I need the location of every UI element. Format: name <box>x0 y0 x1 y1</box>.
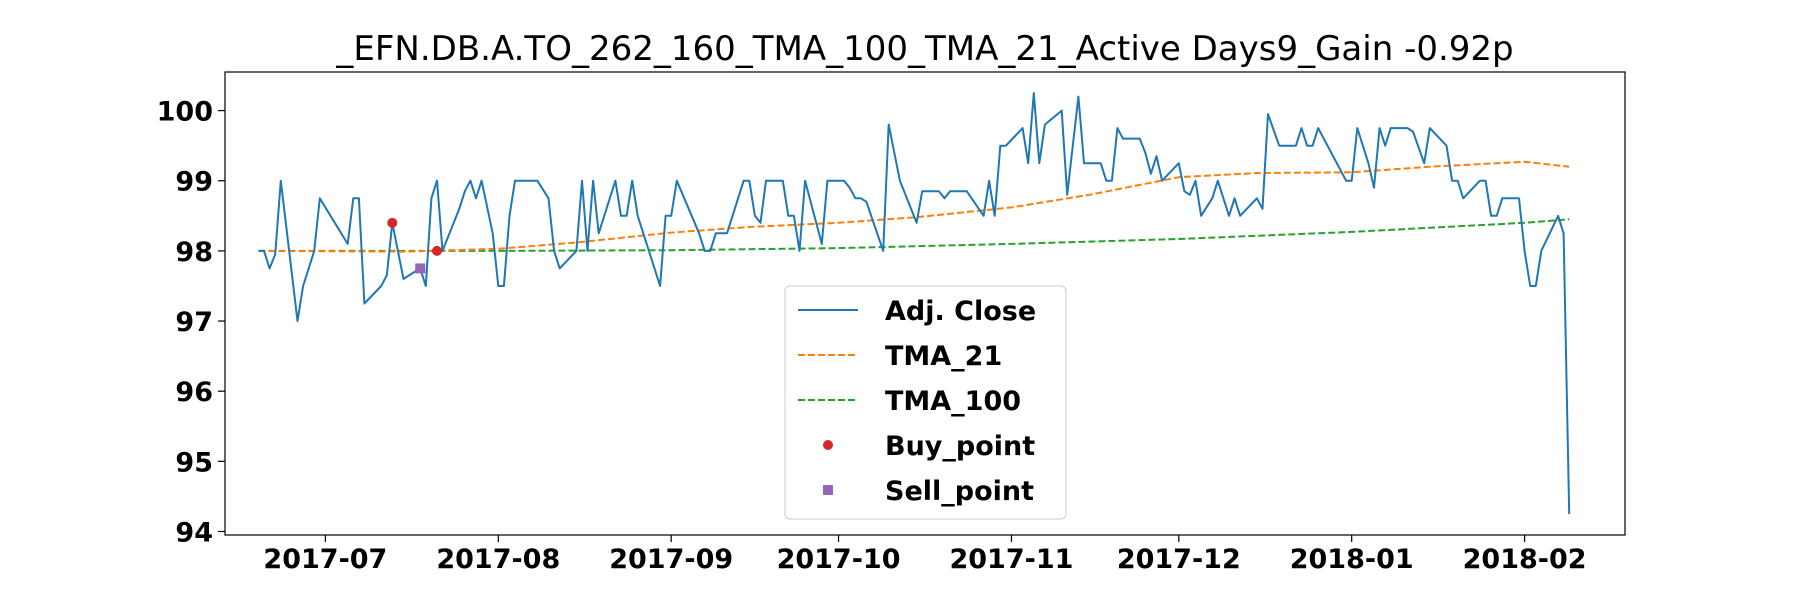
legend-label: Buy_point <box>885 431 1035 462</box>
legend-handle <box>823 485 833 495</box>
x-tick-label: 2017-09 <box>609 544 733 575</box>
x-tick-label: 2018-02 <box>1463 544 1587 575</box>
series-line-adj-close <box>258 92 1571 515</box>
x-tick-label: 2017-08 <box>436 544 560 575</box>
y-tick-label: 94 <box>175 517 213 548</box>
legend-label: TMA_100 <box>885 386 1021 417</box>
x-tick-label: 2017-11 <box>949 544 1073 575</box>
y-tick-label: 98 <box>175 237 213 268</box>
legend-frame <box>784 285 1067 520</box>
axes: 94 95 96 97 98 99 100 2017-07 2017-08 2017-09 2017… <box>157 97 1587 575</box>
legend: Adj. Close TMA_21 TMA_100 Buy_point Sell_poi… <box>784 285 1067 520</box>
buy-point-marker <box>431 245 442 256</box>
legend-label: TMA_21 <box>885 341 1002 372</box>
y-tick-label: 96 <box>175 377 213 408</box>
legend-label: Sell_point <box>885 476 1034 507</box>
y-tick-label: 97 <box>175 307 213 338</box>
x-tick-label: 2017-07 <box>263 544 387 575</box>
legend-label: Adj. Close <box>885 296 1036 327</box>
legend-handle <box>823 440 833 450</box>
x-tick-label: 2017-10 <box>777 544 901 575</box>
x-tick-label: 2018-01 <box>1290 544 1414 575</box>
y-tick-label: 100 <box>157 97 213 128</box>
x-tick-label: 2017-12 <box>1117 544 1241 575</box>
plot-area <box>258 92 1571 515</box>
plot-frame <box>224 71 1626 536</box>
chart-title: _EFN.DB.A.TO_262_160_TMA_100_TMA_21_Acti… <box>335 29 1513 69</box>
series-line-tma-100 <box>258 218 1570 252</box>
sell-point-marker <box>415 263 426 274</box>
y-tick-label: 99 <box>175 167 213 198</box>
buy-point-marker <box>387 217 398 228</box>
y-tick-label: 95 <box>175 447 213 478</box>
